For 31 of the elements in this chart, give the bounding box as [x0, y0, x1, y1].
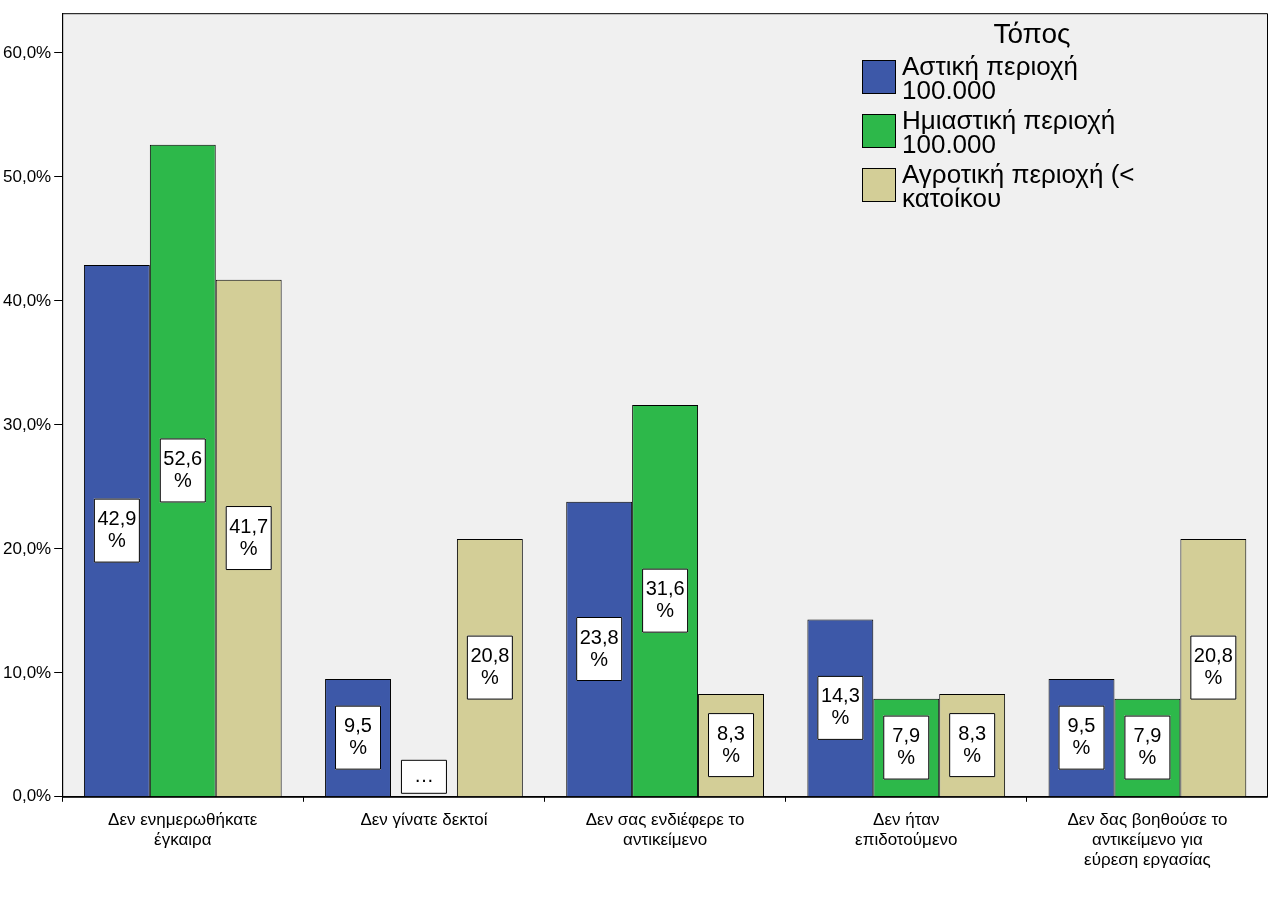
data-label: 7,9% [1133, 724, 1162, 769]
x-tick-label: Δεν ήταν επιδοτούμενο [855, 809, 958, 850]
y-tick-label: 10,0% [3, 662, 52, 682]
data-label: 20,8% [470, 644, 510, 689]
data-label: … [413, 764, 434, 787]
legend-label: Ημιαστική περιοχή 100.000 [902, 105, 1117, 159]
y-tick-label: 0,0% [12, 786, 52, 806]
data-label: 31,6% [645, 577, 685, 622]
x-tick-label: Δεν γίνατε δεκτοί [360, 809, 488, 829]
x-tick-label: Δεν ενημερωθήκατε έγκαιρα [108, 809, 258, 850]
data-label: 9,5% [344, 714, 372, 759]
x-tick-label: Δεν δας βοηθούσε το αντικείμενο για εύρεση εργασίας [1067, 809, 1228, 870]
data-label: 42,9% [97, 507, 137, 552]
data-label: 9,5% [1067, 714, 1096, 759]
data-label: 23,8% [579, 625, 619, 670]
legend-label: Αστική περιοχή 100.000 [902, 51, 1080, 105]
y-tick-label: 40,0% [3, 290, 52, 310]
data-label: 7,9% [892, 724, 921, 769]
data-label: 8,3% [717, 721, 745, 766]
data-label: 8,3% [958, 721, 987, 766]
y-tick-label: 50,0% [3, 166, 52, 186]
data-label: 20,8% [1193, 644, 1233, 689]
x-tick-label: Δεν σας ενδιέφερε το αντικείμενο [585, 809, 745, 850]
data-label: 14,3% [820, 684, 860, 729]
y-tick-label: 60,0% [3, 42, 52, 62]
y-tick-label: 20,0% [3, 538, 52, 558]
data-label: 52,6% [163, 446, 203, 491]
y-tick-label: 30,0% [3, 414, 52, 434]
legend-title: Τόπος [992, 18, 1072, 50]
data-label: 41,7% [229, 514, 269, 559]
legend-label: Αγροτική περιοχή (< κατοίκου [902, 159, 1136, 213]
